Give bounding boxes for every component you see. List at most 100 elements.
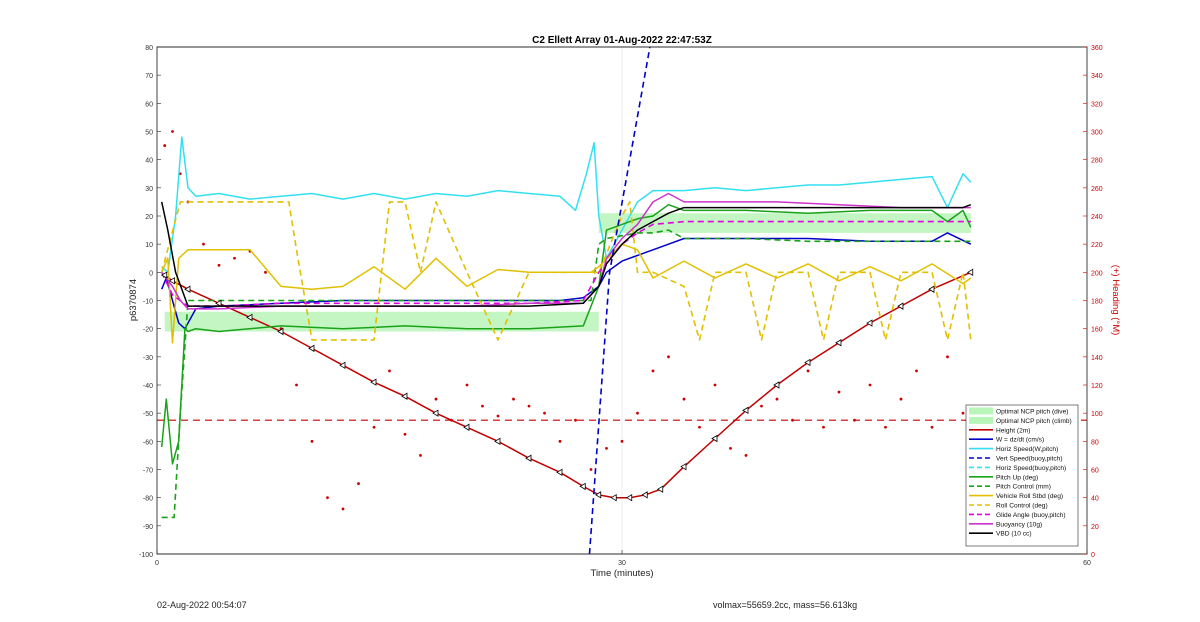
y-tick-label: -90 <box>143 524 153 531</box>
y2-tick-label: 20 <box>1091 524 1099 531</box>
y2-tick-label: 280 <box>1091 158 1103 165</box>
heading-point <box>419 454 422 457</box>
height-marker <box>680 462 687 471</box>
heading-point <box>341 507 345 511</box>
heading-point <box>682 397 686 401</box>
y-tick-label: 50 <box>145 130 153 137</box>
y2-tick-label: 260 <box>1091 186 1103 193</box>
heading-point <box>698 425 701 429</box>
y-tick-label: 0 <box>149 270 153 277</box>
footer-volmax: volmax=55659.2cc, mass=56.613kg <box>713 600 858 610</box>
heading-point <box>326 496 329 500</box>
y-tick-label: 40 <box>145 158 153 165</box>
height-marker <box>339 361 346 369</box>
height-marker <box>463 423 470 431</box>
height-marker <box>966 268 974 277</box>
series-line-10 <box>588 46 651 555</box>
height-marker <box>742 406 749 415</box>
y2-tick-label: 140 <box>1091 355 1103 362</box>
y-tick-label: 60 <box>145 101 153 108</box>
legend-label: W = dz/dt (cm/s) <box>996 437 1044 444</box>
height-marker <box>928 285 935 293</box>
legend-swatch <box>969 416 993 424</box>
y2-tick-label: 80 <box>1091 439 1099 446</box>
heading-point <box>310 439 314 443</box>
height-marker <box>641 491 648 499</box>
legend-label: Horiz Speed(W,pitch) <box>996 446 1058 453</box>
heading-point <box>605 446 608 450</box>
y2-tick-label: 180 <box>1091 299 1103 306</box>
y-axis-label: p6370874 <box>128 279 139 321</box>
height-marker <box>773 381 780 389</box>
y-tick-label: -30 <box>143 355 153 362</box>
heading-point <box>512 397 515 401</box>
heading-point <box>233 256 236 260</box>
heading-point <box>899 397 903 401</box>
band-1 <box>598 213 971 233</box>
height-marker <box>246 313 253 322</box>
height-marker <box>556 468 563 477</box>
height-marker <box>168 277 175 285</box>
y-tick-label: 20 <box>145 214 153 221</box>
heading-point <box>822 425 825 429</box>
series-line-2 <box>161 136 972 274</box>
height-marker <box>370 378 377 386</box>
y2-tick-label: 40 <box>1091 496 1099 503</box>
y2-tick-label: 320 <box>1091 101 1103 108</box>
heading-point <box>915 369 918 373</box>
chart-title: C2 Ellett Array 01-Aug-2022 22:47:53Z <box>532 35 712 46</box>
height-marker <box>656 485 664 493</box>
y-tick-label: -40 <box>143 383 153 390</box>
x-tick-label: 30 <box>618 560 626 567</box>
legend-label: Vehicle Roll Stbd (deg) <box>996 493 1063 500</box>
heading-point <box>853 418 856 422</box>
heading-point <box>806 369 810 373</box>
heading-point <box>636 411 639 415</box>
height-marker <box>401 392 408 400</box>
x-axis-label: Time (minutes) <box>591 568 654 579</box>
legend-label: Horiz Speed(buoy,pitch) <box>996 465 1066 472</box>
heading-point <box>295 383 298 387</box>
height-marker <box>277 327 284 336</box>
heading-point <box>744 454 748 457</box>
y2-tick-label: 240 <box>1091 214 1103 221</box>
height-marker <box>432 409 439 417</box>
height-marker <box>215 299 222 308</box>
height-marker <box>308 344 315 353</box>
footer-timestamp: 02-Aug-2022 00:54:07 <box>157 600 247 610</box>
legend-label: Glide Angle (buoy,pitch) <box>996 512 1066 519</box>
heading-point <box>163 144 167 147</box>
y-tick-label: 10 <box>145 242 153 249</box>
heading-point <box>713 383 717 387</box>
y2-tick-label: 100 <box>1091 411 1103 418</box>
heading-point <box>791 418 794 422</box>
height-markers-layer <box>160 268 974 502</box>
y-tick-label: -10 <box>143 299 153 306</box>
heading-point <box>946 355 949 359</box>
heading-point <box>620 439 624 443</box>
legend-box <box>965 404 1079 547</box>
legend-label: Pitch Control (mm) <box>996 484 1051 491</box>
series-line-1 <box>161 232 972 330</box>
y2-tick-label: 300 <box>1091 130 1103 137</box>
heading-point <box>837 390 841 394</box>
heading-point <box>372 425 376 429</box>
y2-tick-label: 200 <box>1091 270 1103 277</box>
y2-tick-label: 0 <box>1091 552 1095 559</box>
y2-tick-label: 60 <box>1091 468 1099 475</box>
heading-point <box>481 404 484 408</box>
heading-point <box>264 270 267 274</box>
y-tick-label: -20 <box>143 327 153 334</box>
height-marker <box>897 302 904 310</box>
x-tick-label: 0 <box>155 560 159 567</box>
heading-point <box>543 411 546 415</box>
heading-point <box>202 242 205 246</box>
heading-point <box>434 397 438 401</box>
y-tick-label: -50 <box>143 411 153 418</box>
y2-tick-label: 220 <box>1091 242 1103 249</box>
height-marker <box>525 454 532 462</box>
y2-tick-label: 160 <box>1091 327 1103 334</box>
heading-point <box>217 263 221 267</box>
ticks-layer: -100-90-80-70-60-50-40-30-20-10010203040… <box>139 45 1103 567</box>
heading-point <box>775 397 779 401</box>
